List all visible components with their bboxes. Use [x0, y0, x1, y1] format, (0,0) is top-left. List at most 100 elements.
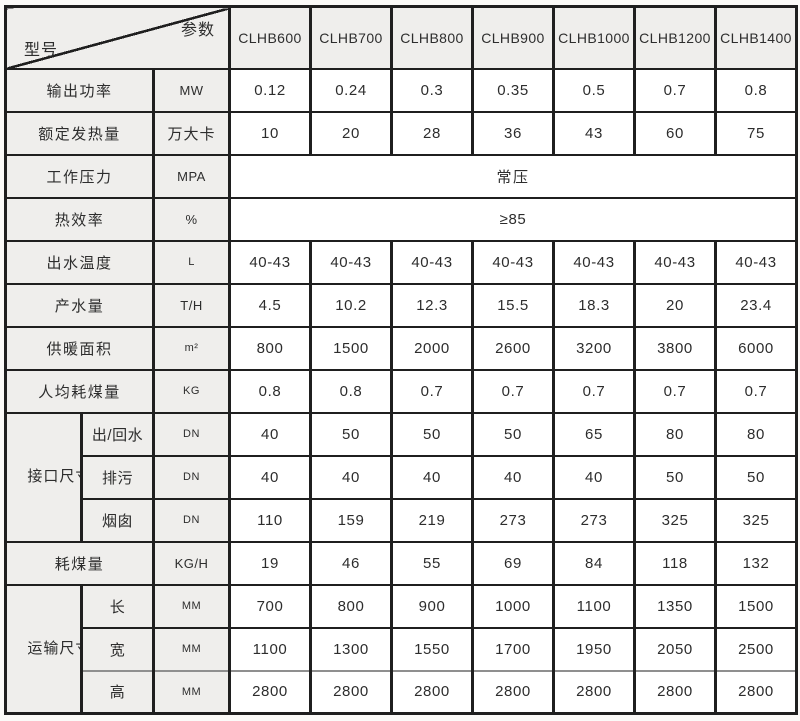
cell-value: 0.7: [552, 368, 636, 414]
group-label-text: 运输尺寸: [27, 640, 78, 657]
row-outlet-temperature: 出水温度 L 40-43 40-43 40-43 40-43 40-43 40-…: [4, 239, 798, 285]
cell-value: 40-43: [633, 239, 717, 285]
row-coal-consumption: 耗煤量 KG/H 19 46 55 69 84 118 132: [4, 540, 798, 586]
row-unit: L: [152, 239, 231, 285]
cell-value: 55: [390, 540, 474, 586]
cell-value: 2800: [714, 669, 798, 715]
cell-value: 1550: [390, 626, 474, 672]
row-label: 人均耗煤量: [4, 368, 155, 414]
row-per-capita-coal: 人均耗煤量 KG 0.8 0.8 0.7 0.7 0.7 0.7 0.7: [4, 368, 798, 414]
cell-value: 40-43: [228, 239, 312, 285]
cell-value: 46: [309, 540, 393, 586]
row-label: 输出功率: [4, 67, 155, 113]
cell-value: 2500: [714, 626, 798, 672]
row-label: 热效率: [4, 196, 155, 242]
row-label: 出水温度: [4, 239, 155, 285]
cell-value: 84: [552, 540, 636, 586]
cell-value: 40-43: [309, 239, 393, 285]
cell-value: 0.8: [309, 368, 393, 414]
row-rated-heat: 额定发热量 万大卡 10 20 28 36 43 60 75: [4, 110, 798, 156]
row-unit: MM: [152, 626, 231, 672]
column-header-clhb600: CLHB600: [228, 5, 312, 70]
cell-value: 50: [390, 411, 474, 457]
corner-param-label: 参数: [180, 22, 215, 39]
cell-value: 700: [228, 583, 312, 629]
cell-value: 2800: [228, 669, 312, 715]
row-unit: DN: [152, 411, 231, 457]
cell-value: 28: [390, 110, 474, 156]
cell-value: 1300: [309, 626, 393, 672]
row-unit: 万大卡: [152, 110, 231, 156]
row-label: 供暖面积: [4, 325, 155, 371]
header-row: 参数 型号 CLHB600 CLHB700 CLHB800 CLHB900 CL…: [4, 5, 798, 70]
cell-value: 1500: [309, 325, 393, 371]
cell-value: 2800: [552, 669, 636, 715]
cell-value: 2800: [633, 669, 717, 715]
cell-value: 40-43: [390, 239, 474, 285]
row-unit: MW: [152, 67, 231, 113]
cell-value: 1500: [714, 583, 798, 629]
group-label-interface-size: 接口尺寸: [4, 411, 83, 543]
cell-value: 0.24: [309, 67, 393, 113]
merged-value-cell: ≥85: [228, 196, 798, 242]
sub-row-label: 高: [80, 669, 155, 715]
sub-row-label: 排污: [80, 454, 155, 500]
cell-value: 40-43: [714, 239, 798, 285]
row-unit: DN: [152, 454, 231, 500]
cell-value: 15.5: [471, 282, 555, 328]
row-label: 耗煤量: [4, 540, 155, 586]
row-unit: MPA: [152, 153, 231, 199]
row-interface-blowdown: 排污 DN 40 40 40 40 40 50 50: [6, 454, 798, 500]
cell-value: 800: [309, 583, 393, 629]
corner-diagonal-cell: 参数 型号: [4, 5, 231, 70]
cell-value: 159: [309, 497, 393, 543]
cell-value: 2800: [390, 669, 474, 715]
column-header-clhb700: CLHB700: [309, 5, 393, 70]
row-label: 工作压力: [4, 153, 155, 199]
cell-value: 75: [714, 110, 798, 156]
row-output-power: 输出功率 MW 0.12 0.24 0.3 0.35 0.5 0.7 0.8: [4, 67, 798, 113]
cell-value: 2050: [633, 626, 717, 672]
row-interface-chimney: 烟囱 DN 110 159 219 273 273 325 325: [6, 497, 798, 543]
cell-value: 1000: [471, 583, 555, 629]
cell-value: 0.7: [390, 368, 474, 414]
sub-row-label: 出/回水: [80, 411, 155, 457]
cell-value: 273: [552, 497, 636, 543]
row-interface-outlet-return: 接口尺寸 出/回水 DN 40 50 50 50 65 80 80: [4, 411, 798, 543]
cell-value: 2000: [390, 325, 474, 371]
cell-value: 2800: [471, 669, 555, 715]
column-header-clhb1200: CLHB1200: [633, 5, 717, 70]
row-water-yield: 产水量 T/H 4.5 10.2 12.3 15.5 18.3 20 23.4: [4, 282, 798, 328]
cell-value: 1100: [228, 626, 312, 672]
group-label-text: 接口尺寸: [27, 468, 78, 486]
row-label: 产水量: [4, 282, 155, 328]
cell-value: 50: [471, 411, 555, 457]
cell-value: 19: [228, 540, 312, 586]
cell-value: 900: [390, 583, 474, 629]
column-header-clhb1400: CLHB1400: [714, 5, 798, 70]
cell-value: 0.12: [228, 67, 312, 113]
column-header-clhb900: CLHB900: [471, 5, 555, 70]
cell-value: 50: [309, 411, 393, 457]
sub-row-label: 宽: [80, 626, 155, 672]
cell-value: 10.2: [309, 282, 393, 328]
column-header-clhb800: CLHB800: [390, 5, 474, 70]
cell-value: 40: [552, 454, 636, 500]
cell-value: 0.7: [471, 368, 555, 414]
cell-value: 40: [228, 454, 312, 500]
cell-value: 20: [633, 282, 717, 328]
sub-row-label: 长: [80, 583, 155, 629]
cell-value: 40: [228, 411, 312, 457]
cell-value: 40: [390, 454, 474, 500]
cell-value: 132: [714, 540, 798, 586]
row-unit: MM: [152, 583, 231, 629]
cell-value: 43: [552, 110, 636, 156]
cell-value: 219: [390, 497, 474, 543]
corner-model-label: 型号: [24, 41, 59, 59]
cell-value: 18.3: [552, 282, 636, 328]
row-unit: DN: [152, 497, 231, 543]
row-unit: KG: [152, 368, 231, 414]
cell-value: 1700: [471, 626, 555, 672]
merged-value-cell: 常压: [228, 153, 798, 199]
